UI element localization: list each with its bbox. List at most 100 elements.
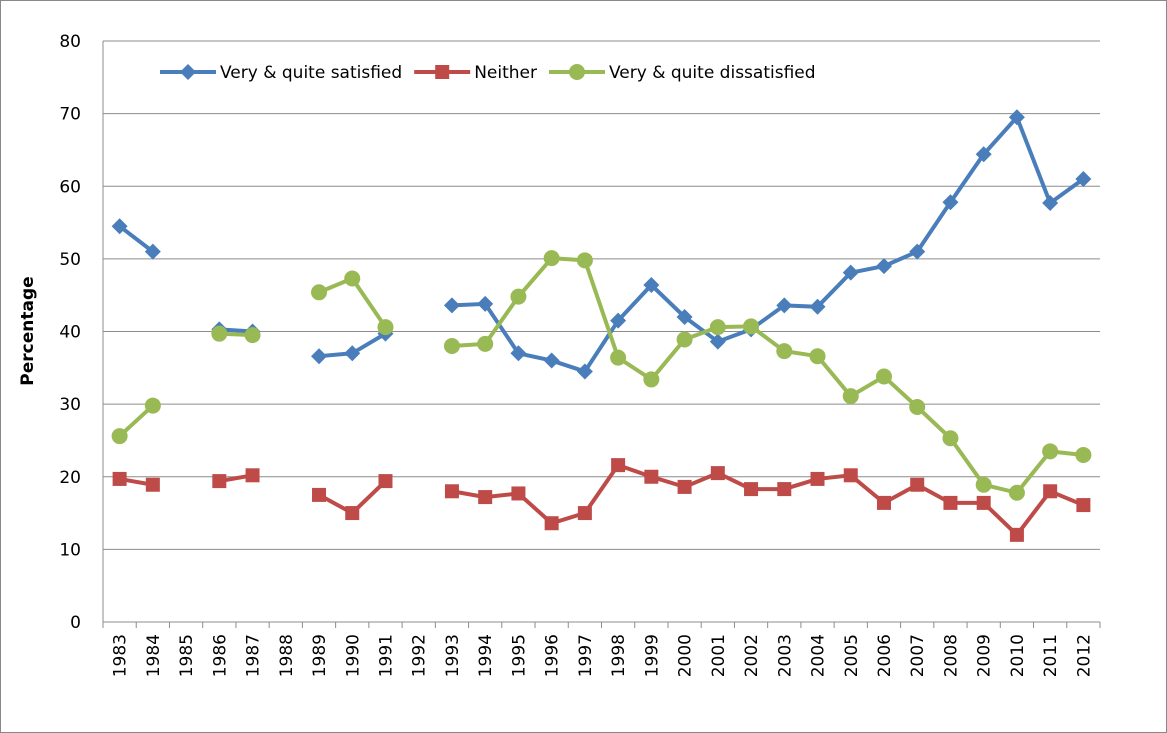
point xyxy=(544,516,559,531)
point xyxy=(909,399,926,416)
point xyxy=(709,319,726,336)
point xyxy=(180,64,196,80)
x-tick-label: 1996 xyxy=(543,634,563,677)
point xyxy=(477,295,494,312)
point xyxy=(577,506,592,521)
x-tick-label: 1983 xyxy=(111,634,131,677)
point xyxy=(743,318,760,335)
point xyxy=(943,495,958,510)
x-tick-label: 1986 xyxy=(210,634,230,677)
x-tick-label: 2008 xyxy=(941,634,961,677)
legend-label: Very & quite dissatisfied xyxy=(609,63,816,83)
x-tick-label: 1999 xyxy=(642,634,662,677)
point xyxy=(942,194,959,211)
x-tick-label: 2000 xyxy=(676,634,696,677)
point xyxy=(710,466,725,481)
point xyxy=(1042,443,1059,460)
x-tick-label: 1990 xyxy=(343,634,363,677)
point xyxy=(744,482,759,497)
point xyxy=(843,468,858,483)
point xyxy=(543,352,560,369)
point xyxy=(478,490,493,505)
x-tick-label: 1987 xyxy=(244,634,264,677)
point xyxy=(443,297,460,314)
point xyxy=(942,430,959,447)
x-tick-label: 2006 xyxy=(875,634,895,677)
x-tick-label: 2007 xyxy=(908,634,928,677)
y-tick-label: 80 xyxy=(59,32,81,52)
y-axis-label: Percentage xyxy=(18,276,38,385)
point xyxy=(875,368,892,385)
point xyxy=(111,428,128,445)
x-tick-label: 2005 xyxy=(842,634,862,677)
point xyxy=(976,495,991,510)
point xyxy=(1043,484,1058,499)
point xyxy=(245,468,260,483)
x-tick-label: 1992 xyxy=(410,634,430,677)
point xyxy=(709,333,726,350)
point xyxy=(677,479,692,494)
point xyxy=(610,312,627,329)
point xyxy=(1009,527,1024,542)
point xyxy=(377,319,394,336)
legend-label: Neither xyxy=(474,63,537,83)
point xyxy=(112,471,127,486)
point xyxy=(311,284,328,301)
y-tick-label: 60 xyxy=(59,177,81,197)
point xyxy=(443,338,460,355)
x-tick-label: 2001 xyxy=(709,634,729,677)
point xyxy=(576,252,593,269)
point xyxy=(676,331,693,348)
point xyxy=(643,277,660,294)
x-tick-label: 1995 xyxy=(509,634,529,677)
point xyxy=(444,484,459,499)
point xyxy=(810,471,825,486)
point xyxy=(1075,446,1092,463)
point xyxy=(212,474,227,489)
series-line xyxy=(118,256,1084,495)
y-tick-label: 70 xyxy=(59,105,81,125)
point xyxy=(643,371,660,388)
point xyxy=(1008,109,1025,126)
point xyxy=(1042,194,1059,211)
x-tick-label: 1993 xyxy=(443,634,463,677)
series-line xyxy=(118,113,1085,374)
x-tick-label: 1991 xyxy=(376,634,396,677)
point xyxy=(111,218,128,235)
point xyxy=(311,348,328,365)
point xyxy=(568,64,585,80)
point xyxy=(975,476,992,493)
point xyxy=(777,482,792,497)
x-tick-label: 1984 xyxy=(144,634,164,677)
y-tick-label: 20 xyxy=(59,468,81,488)
point xyxy=(876,495,891,510)
point xyxy=(910,477,925,492)
point xyxy=(776,343,793,360)
point xyxy=(809,298,826,315)
point xyxy=(975,146,992,163)
point xyxy=(1076,498,1091,513)
point xyxy=(344,270,361,287)
x-tick-label: 2012 xyxy=(1074,634,1094,677)
point xyxy=(644,469,659,484)
x-tick-label: 1998 xyxy=(609,634,629,677)
point xyxy=(676,308,693,325)
series-line xyxy=(119,462,1085,538)
x-tick-label: 1997 xyxy=(576,634,596,677)
point xyxy=(477,335,494,352)
x-tick-label: 1985 xyxy=(177,634,197,677)
point xyxy=(576,363,593,380)
x-tick-label: 2003 xyxy=(775,634,795,677)
point xyxy=(510,345,527,362)
x-tick-label: 2010 xyxy=(1008,634,1028,677)
point xyxy=(1008,484,1025,501)
point xyxy=(909,243,926,260)
point xyxy=(144,243,161,260)
x-tick-label: 1989 xyxy=(310,634,330,677)
point xyxy=(511,486,526,501)
point xyxy=(345,506,360,521)
point xyxy=(378,474,393,489)
point xyxy=(842,264,859,281)
y-tick-label: 40 xyxy=(59,323,81,343)
